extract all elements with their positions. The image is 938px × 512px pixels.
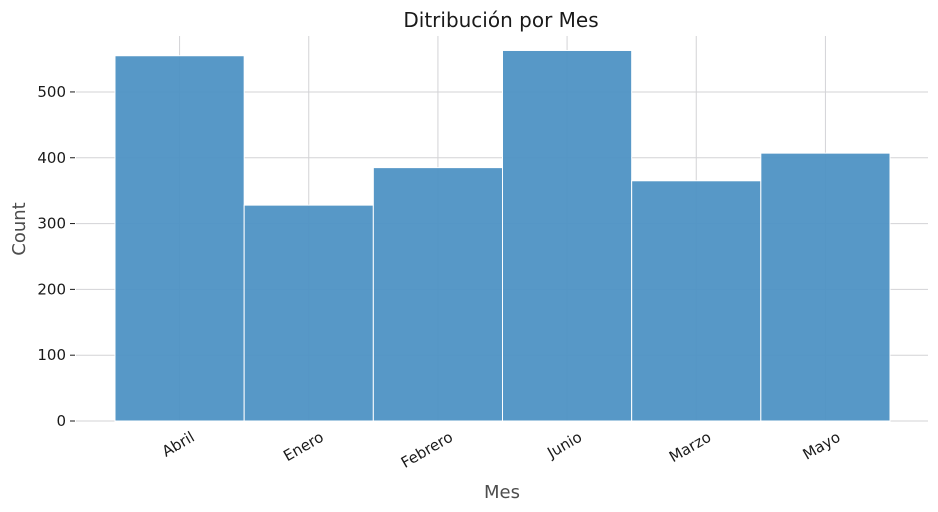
x-tick-label: Abril: [159, 428, 198, 461]
y-tick-label: 500: [37, 83, 66, 101]
bar-abril: [114, 55, 245, 422]
y-tick-label: 100: [37, 346, 66, 364]
y-tick-label: 400: [37, 149, 66, 167]
y-tick-label: 300: [37, 215, 66, 233]
y-tick-label: 0: [56, 412, 66, 430]
chart-title: Ditribución por Mes: [403, 8, 598, 32]
x-axis-label: Mes: [484, 482, 520, 503]
y-axis-label: Count: [9, 202, 30, 255]
y-tick-label: 200: [37, 280, 66, 298]
x-tick-label: Febrero: [398, 428, 456, 472]
x-tick-label: Junio: [543, 428, 585, 462]
bar-mayo: [760, 152, 891, 422]
x-tick-label: Enero: [280, 428, 326, 465]
bar-enero: [243, 204, 374, 422]
bar-layer: [114, 49, 891, 422]
x-tick-label: Marzo: [666, 428, 714, 466]
bar-marzo: [631, 180, 762, 422]
bar-junio: [502, 49, 633, 422]
x-tick-label: Mayo: [800, 428, 844, 464]
bar-febrero: [372, 167, 504, 422]
